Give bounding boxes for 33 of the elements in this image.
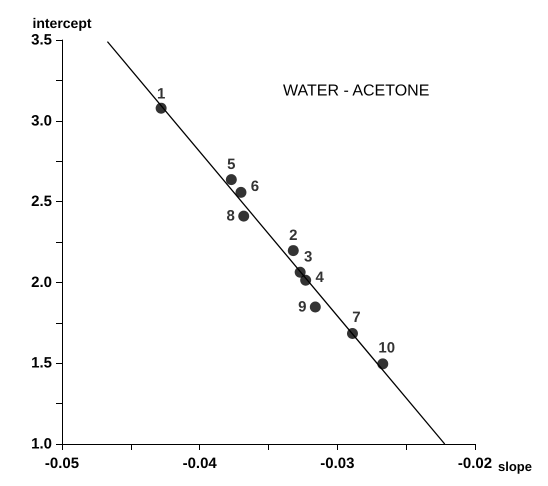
annotation: 6 [250,178,260,195]
x-axis-title: slope [498,459,532,474]
annotation: 10 [378,339,396,356]
x-tick-label: -0.04 [182,455,218,472]
y-tick-label: 2.0 [31,274,52,291]
point [294,266,306,278]
point [288,245,299,256]
annotation: 5 [227,156,236,174]
point [226,174,237,186]
annotation: 3 [304,248,312,266]
point [235,186,246,198]
annotation: 1 [156,86,166,103]
point [156,102,167,114]
point [238,210,250,222]
y-axis-title: intercept [32,15,92,31]
point [300,274,312,286]
point [310,301,321,312]
point [377,358,388,370]
annotation: 4 [316,268,324,286]
point [346,328,358,339]
x-tick-label: -0.03 [320,455,354,472]
x-tick-label: -0.05 [44,455,80,472]
annotation: 9 [298,298,306,316]
y-tick-label: 1.0 [31,436,52,452]
text: WATER - ACETONE [283,82,430,100]
y-tick-label: 1.5 [31,354,52,372]
y-tick-label: 3.5 [31,32,52,48]
annotation: 8 [226,208,235,225]
x-tick-label: -0.02 [458,455,492,472]
annotation: 2 [289,227,298,244]
annotation: 7 [352,308,361,326]
y-tick-label: 3.0 [31,112,52,130]
y-tick-label: 2.5 [31,193,52,210]
